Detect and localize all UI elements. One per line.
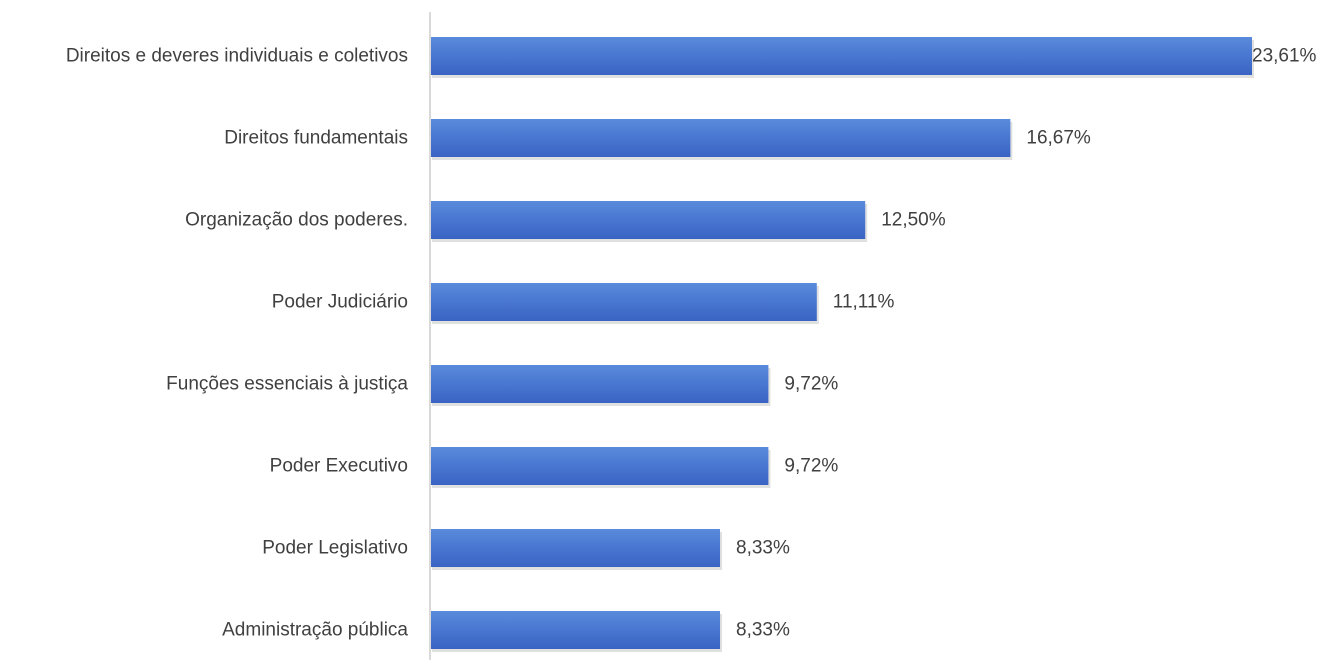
data-label: 16,67%	[1026, 128, 1091, 149]
data-label: 23,61%	[1252, 46, 1317, 67]
bar	[430, 119, 1011, 157]
data-label: 12,50%	[881, 210, 946, 231]
category-label: Administração pública	[222, 620, 408, 641]
data-label: 8,33%	[736, 620, 790, 641]
data-label: 9,72%	[784, 374, 838, 395]
bar	[430, 529, 721, 567]
bar	[430, 37, 1252, 75]
category-label: Direitos fundamentais	[224, 128, 408, 149]
bars-group: Direitos e deveres individuais e coletiv…	[66, 37, 1317, 652]
bar	[430, 283, 817, 321]
bar	[430, 365, 769, 403]
category-label: Poder Executivo	[270, 456, 408, 477]
bar	[430, 447, 769, 485]
bar	[430, 201, 866, 239]
category-label: Direitos e deveres individuais e coletiv…	[66, 46, 408, 67]
category-label: Organização dos poderes.	[185, 210, 408, 231]
category-label: Poder Judiciário	[272, 292, 408, 313]
data-label: 9,72%	[784, 456, 838, 477]
category-label: Poder Legislativo	[262, 538, 408, 559]
category-label: Funções essenciais à justiça	[166, 374, 408, 395]
data-label: 11,11%	[833, 292, 895, 313]
bar	[430, 611, 721, 649]
data-label: 8,33%	[736, 538, 790, 559]
